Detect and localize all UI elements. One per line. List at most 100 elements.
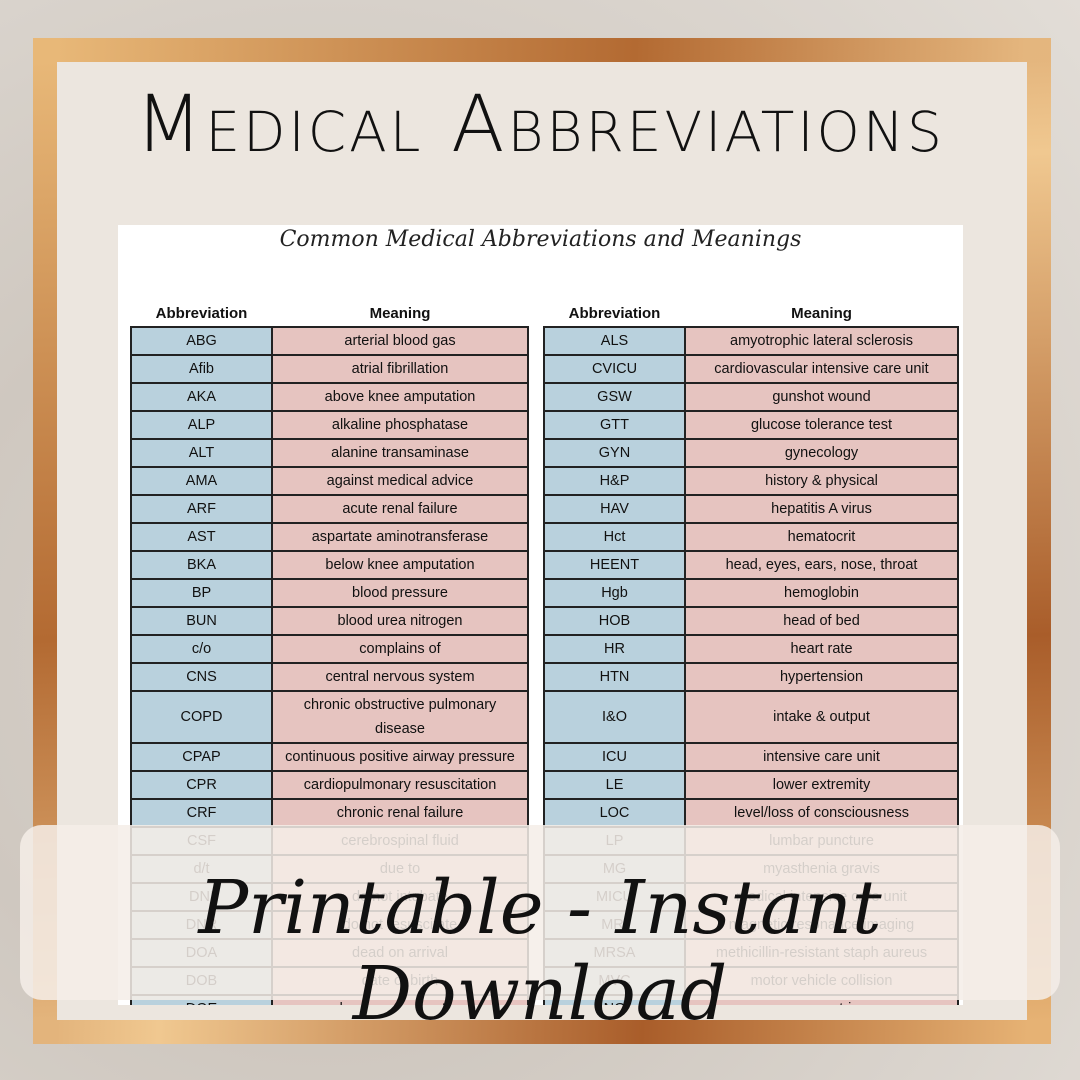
header-row: Abbreviation Meaning [544,300,958,327]
sheet-title: Common Medical Abbreviations and Meaning… [279,227,802,252]
meaning: hypertension [684,662,959,692]
row: GSW gunshot wound [543,382,959,412]
meaning: head, eyes, ears, nose, throat [684,550,959,580]
abbreviation: HEENT [543,550,686,580]
abbreviation: Hct [543,522,686,552]
banner-text: Printable - Instant Download [198,865,882,1037]
row: ABG arterial blood gas [130,326,529,356]
meaning: hemoglobin [684,578,959,608]
meaning: continuous positive airway pressure [271,742,529,772]
meaning: lower extremity [684,770,959,800]
row: ALT alanine transaminase [130,438,529,468]
abbreviation: CPAP [130,742,273,772]
abbreviation: GSW [543,382,686,412]
column-header: Meaning [791,304,852,322]
row: CPR cardiopulmonary resuscitation [130,770,529,800]
meaning: atrial fibrillation [271,354,529,384]
row: Hct hematocrit [543,522,959,552]
column-header: Meaning [369,304,431,322]
meaning: complains of [271,634,529,664]
abbreviation: LOC [543,798,686,828]
meaning: glucose tolerance test [684,410,959,440]
row: ALP alkaline phosphatase [130,410,529,440]
abbreviation: ICU [543,742,686,772]
meaning: gunshot wound [684,382,959,412]
meaning: central nervous system [271,662,529,692]
abbreviation: AST [130,522,273,552]
meaning: intensive care unit [684,742,959,772]
abbreviation: HR [543,634,686,664]
row: GTT glucose tolerance test [543,410,959,440]
row: ARF acute renal failure [130,494,529,524]
row: HEENT head, eyes, ears, nose, throat [543,550,959,580]
banner: Printable - Instant Download [20,825,1060,1037]
row: ALS amyotrophic lateral sclerosis [543,326,959,356]
row: ICU intensive care unit [543,742,959,772]
abbreviation: ALT [130,438,273,468]
row: CRF chronic renal failure [130,798,529,828]
meaning: hematocrit [684,522,959,552]
row: HOB head of bed [543,606,959,636]
abbreviation: HAV [543,494,686,524]
abbreviation: H&P [543,466,686,496]
meaning: cardiovascular intensive care unit [684,354,959,384]
meaning: aspartate aminotransferase [271,522,529,552]
title: Medical Abbreviations [135,80,945,170]
meaning: against medical advice [271,466,529,496]
row: Afib atrial fibrillation [130,354,529,384]
meaning: level/loss of consciousness [684,798,959,828]
abbreviation: Afib [130,354,273,384]
abbreviation: CNS [130,662,273,692]
meaning: blood urea nitrogen [271,606,529,636]
abbreviation: BKA [130,550,273,580]
row: HTN hypertension [543,662,959,692]
abbreviation: BP [130,578,273,608]
abbreviation: c/o [130,634,273,664]
row: HAV hepatitis A virus [543,494,959,524]
abbreviation: CPR [130,770,273,800]
abbreviation: COPD [130,690,273,744]
row: I&O intake & output [543,690,959,744]
meaning: amyotrophic lateral sclerosis [684,326,959,356]
abbreviation: I&O [543,690,686,744]
abbreviation: HOB [543,606,686,636]
abbreviation: CVICU [543,354,686,384]
abbreviation: ARF [130,494,273,524]
abbreviation: GYN [543,438,686,468]
row: H&P history & physical [543,466,959,496]
row: HR heart rate [543,634,959,664]
abbreviation: LE [543,770,686,800]
meaning: arterial blood gas [271,326,529,356]
meaning: hepatitis A virus [684,494,959,524]
meaning: intake & output [684,690,959,744]
meaning: blood pressure [271,578,529,608]
meaning: acute renal failure [271,494,529,524]
column-header: Abbreviation [568,304,661,322]
abbreviation: AMA [130,466,273,496]
header-row: Abbreviation Meaning [131,300,528,327]
row: LE lower extremity [543,770,959,800]
row: CNS central nervous system [130,662,529,692]
row: BP blood pressure [130,578,529,608]
column-header: Abbreviation [155,304,248,322]
abbreviation: CRF [130,798,273,828]
abbreviation: ALP [130,410,273,440]
abbreviation: BUN [130,606,273,636]
row: AKA above knee amputation [130,382,529,412]
meaning: alanine transaminase [271,438,529,468]
row: AST aspartate aminotransferase [130,522,529,552]
row: Hgb hemoglobin [543,578,959,608]
abbreviation: AKA [130,382,273,412]
meaning: head of bed [684,606,959,636]
row: AMA against medical advice [130,466,529,496]
row: LOC level/loss of consciousness [543,798,959,828]
row: BKA below knee amputation [130,550,529,580]
abbreviation: ABG [130,326,273,356]
row: BUN blood urea nitrogen [130,606,529,636]
abbreviation: GTT [543,410,686,440]
meaning: chronic renal failure [271,798,529,828]
meaning: above knee amputation [271,382,529,412]
abbreviation: HTN [543,662,686,692]
row: CPAP continuous positive airway pressure [130,742,529,772]
